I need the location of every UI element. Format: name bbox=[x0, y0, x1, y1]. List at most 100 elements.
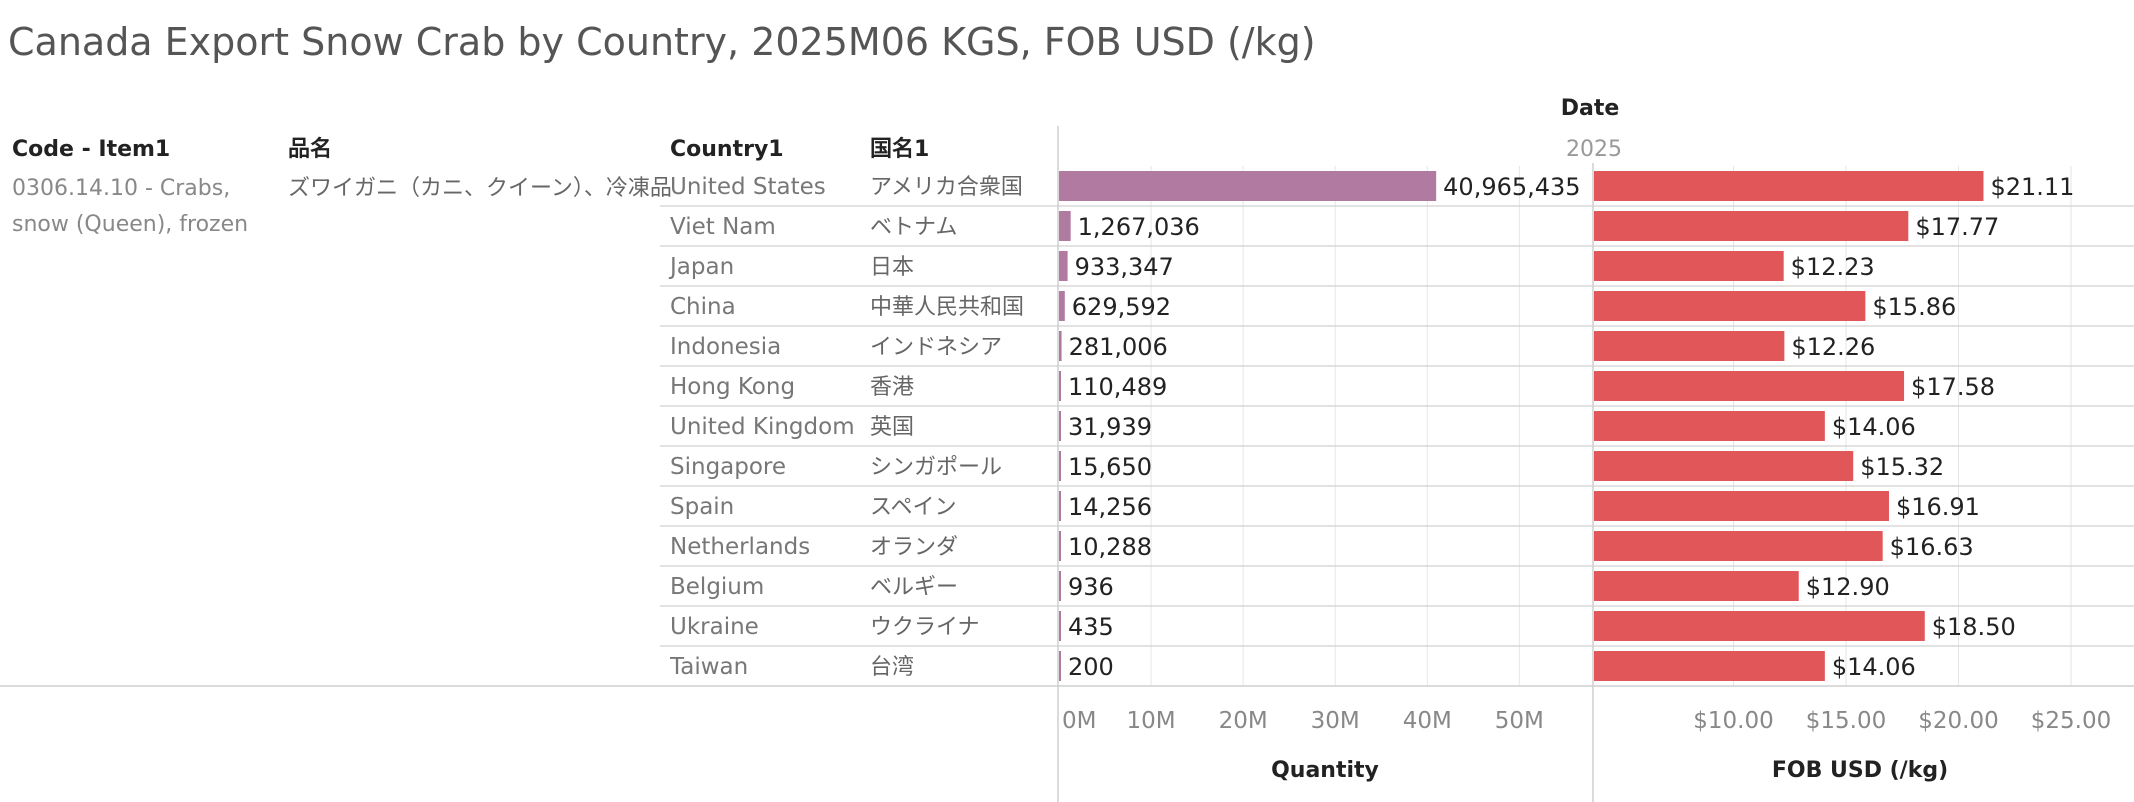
country-label: Singapore bbox=[670, 454, 786, 480]
item-code-line-1: 0306.14.10 - Crabs, bbox=[12, 176, 230, 201]
quantity-value-label: 933,347 bbox=[1075, 253, 1174, 281]
fob-value-label: $12.90 bbox=[1806, 573, 1890, 601]
fob-value-label: $14.06 bbox=[1832, 653, 1916, 681]
fob-tick-label: $10.00 bbox=[1693, 708, 1773, 734]
fob-bar bbox=[1594, 331, 1785, 361]
fob-value-label: $15.32 bbox=[1860, 453, 1944, 481]
country-jp-label: ベトナム bbox=[870, 215, 957, 240]
fob-bar bbox=[1594, 491, 1889, 521]
fob-value-label: $16.63 bbox=[1890, 533, 1974, 561]
country-jp-label: 英国 bbox=[870, 415, 914, 440]
fob-bar bbox=[1594, 571, 1799, 601]
quantity-value-label: 14,256 bbox=[1068, 493, 1152, 521]
quantity-tick-label: 40M bbox=[1403, 708, 1452, 734]
quantity-bar bbox=[1059, 331, 1062, 361]
fob-bars: $21.11 $17.77 $12.23 $15.86 $12.26 $17.58 $14.… bbox=[1594, 171, 2074, 681]
quantity-value-label: 281,006 bbox=[1069, 333, 1168, 361]
year-header: 2025 bbox=[1566, 137, 1622, 162]
row-labels: United States アメリカ合衆国 Viet Nam ベトナム Japan 日本 C… bbox=[668, 174, 1024, 680]
country-label: United States bbox=[670, 174, 826, 200]
quantity-value-label: 435 bbox=[1068, 613, 1114, 641]
quantity-bar bbox=[1059, 211, 1071, 241]
quantity-value-label: 110,489 bbox=[1068, 373, 1167, 401]
country-jp-label: 日本 bbox=[870, 255, 914, 280]
country-label: China bbox=[670, 294, 736, 320]
country-label: Belgium bbox=[670, 574, 764, 600]
code-item-header[interactable]: Code - Item1 bbox=[12, 137, 170, 162]
country-label: Ukraine bbox=[670, 614, 759, 640]
country-jp-header[interactable]: 国名1 bbox=[870, 136, 929, 162]
fob-tick-label: $20.00 bbox=[1918, 708, 1998, 734]
fob-bar bbox=[1594, 251, 1784, 281]
country-jp-label: ウクライナ bbox=[870, 615, 980, 640]
quantity-bar bbox=[1059, 411, 1061, 441]
item-name-jp: ズワイガニ（カニ、クイーン）、冷凍品 bbox=[288, 176, 672, 201]
quantity-bar bbox=[1059, 171, 1437, 201]
fob-value-label: $14.06 bbox=[1832, 413, 1916, 441]
fob-value-label: $12.23 bbox=[1791, 253, 1875, 281]
fob-bar bbox=[1594, 451, 1854, 481]
fob-tick-label: $15.00 bbox=[1806, 708, 1886, 734]
quantity-value-label: 629,592 bbox=[1072, 293, 1171, 321]
fob-bar bbox=[1594, 291, 1866, 321]
fob-value-label: $18.50 bbox=[1932, 613, 2016, 641]
fob-bar bbox=[1594, 211, 1909, 241]
fob-bar bbox=[1594, 651, 1825, 681]
fob-bar bbox=[1594, 411, 1825, 441]
quantity-value-label: 936 bbox=[1068, 573, 1114, 601]
country-label: Japan bbox=[668, 254, 734, 280]
quantity-bar bbox=[1059, 291, 1065, 321]
country-jp-label: インドネシア bbox=[870, 335, 1002, 360]
country-label: Netherlands bbox=[670, 534, 810, 560]
fob-axis-title: FOB USD (/kg) bbox=[1772, 758, 1948, 783]
country-jp-label: 台湾 bbox=[870, 655, 914, 680]
quantity-value-label: 10,288 bbox=[1068, 533, 1152, 561]
quantity-bar bbox=[1059, 251, 1068, 281]
country-jp-label: ベルギー bbox=[870, 575, 958, 600]
quantity-value-label: 1,267,036 bbox=[1078, 213, 1200, 241]
country-header[interactable]: Country1 bbox=[670, 137, 784, 162]
fob-bar bbox=[1594, 171, 1984, 201]
item-code-line-2: snow (Queen), frozen bbox=[12, 212, 248, 237]
page-title: Canada Export Snow Crab by Country, 2025… bbox=[8, 20, 1316, 64]
country-jp-label: アメリカ合衆国 bbox=[870, 175, 1023, 200]
fob-bar bbox=[1594, 611, 1925, 641]
fob-value-label: $17.58 bbox=[1911, 373, 1995, 401]
quantity-value-label: 15,650 bbox=[1068, 453, 1152, 481]
fob-value-label: $16.91 bbox=[1896, 493, 1980, 521]
fob-bar bbox=[1594, 531, 1883, 561]
quantity-tick-label: 20M bbox=[1219, 708, 1268, 734]
quantity-bar bbox=[1059, 571, 1061, 601]
quantity-tick-label: 10M bbox=[1127, 708, 1176, 734]
country-label: Viet Nam bbox=[670, 214, 776, 240]
fob-value-label: $12.26 bbox=[1791, 333, 1875, 361]
quantity-bar bbox=[1059, 491, 1061, 521]
axis-ticks: 0M 10M 20M 30M 40M 50M $10.00 $15.00 $20.00 $25.0… bbox=[1062, 708, 2111, 734]
quantity-bar bbox=[1059, 371, 1061, 401]
quantity-bars: 40,965,435 1,267,036 933,347 629,592 281,006… bbox=[1059, 171, 1581, 681]
country-jp-label: オランダ bbox=[870, 535, 958, 560]
country-label: United Kingdom bbox=[670, 414, 855, 440]
quantity-value-label: 40,965,435 bbox=[1443, 173, 1580, 201]
fob-bar bbox=[1594, 371, 1905, 401]
fob-value-label: $21.11 bbox=[1990, 173, 2074, 201]
country-label: Taiwan bbox=[669, 654, 748, 680]
country-jp-label: シンガポール bbox=[870, 455, 1002, 480]
quantity-tick-label: 0M bbox=[1062, 708, 1096, 734]
country-label: Spain bbox=[670, 494, 734, 520]
quantity-value-label: 200 bbox=[1068, 653, 1114, 681]
fob-tick-label: $25.00 bbox=[2031, 708, 2111, 734]
country-jp-label: 中華人民共和国 bbox=[870, 295, 1024, 320]
quantity-value-label: 31,939 bbox=[1068, 413, 1152, 441]
country-label: Hong Kong bbox=[670, 374, 795, 400]
item-jp-header[interactable]: 品名 bbox=[288, 136, 332, 162]
row-dividers bbox=[660, 205, 2134, 647]
quantity-axis-title: Quantity bbox=[1271, 758, 1379, 783]
quantity-bar bbox=[1059, 531, 1061, 561]
country-jp-label: 香港 bbox=[870, 375, 914, 400]
quantity-bar bbox=[1059, 611, 1061, 641]
fob-value-label: $17.77 bbox=[1915, 213, 1999, 241]
quantity-bar bbox=[1059, 651, 1061, 681]
country-label: Indonesia bbox=[670, 334, 781, 360]
